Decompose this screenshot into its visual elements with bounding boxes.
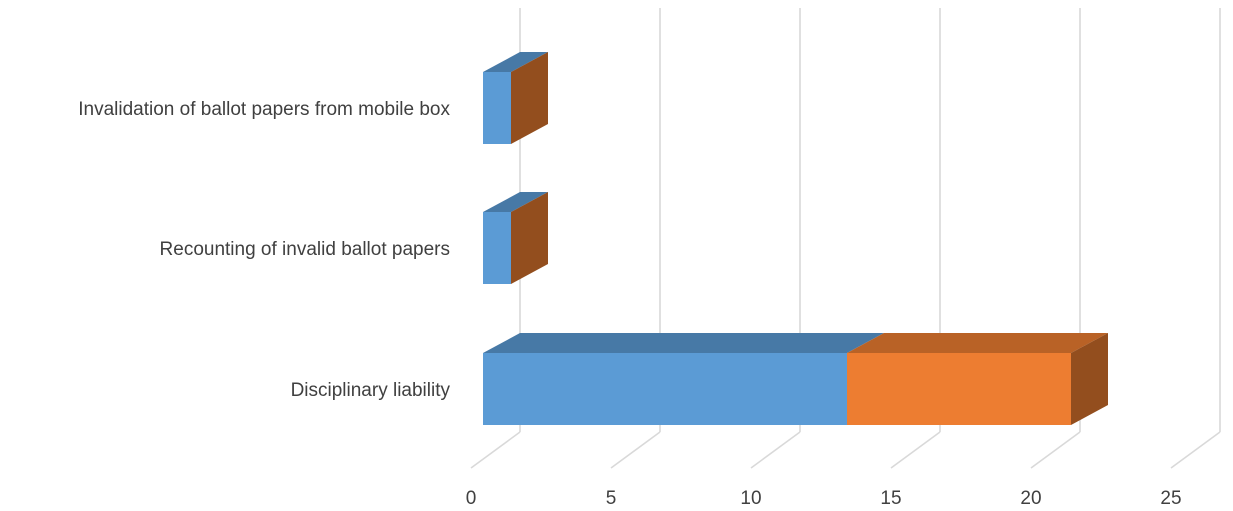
bar-top-face [847,333,1108,353]
floor-gridline-15 [890,431,941,469]
bar-side-face [511,52,548,144]
x-tick-label: 5 [606,488,617,509]
bar-top-face [483,192,548,212]
bar [483,353,847,425]
floor-gridline-0 [470,431,521,469]
x-tick-label: 25 [1160,488,1181,509]
bar-side-face [1071,333,1108,425]
floor-gridline-20 [1030,431,1081,469]
x-tick-label: 20 [1020,488,1041,509]
category-label: Disciplinary liability [291,380,451,401]
floor-gridline-10 [750,431,801,469]
bar [483,212,511,284]
floor-gridline-25 [1170,431,1221,469]
category-label: Recounting of invalid ballot papers [160,239,450,260]
bar-top-face [483,333,884,353]
bar [483,72,511,144]
bar-top-face [483,52,548,72]
x-tick-label: 0 [466,488,477,509]
x-tick-label: 10 [740,488,761,509]
category-label: Invalidation of ballot papers from mobil… [78,99,450,120]
bar-side-face [511,192,548,284]
floor-gridline-5 [610,431,661,469]
bar [847,353,1071,425]
x-tick-label: 15 [880,488,901,509]
